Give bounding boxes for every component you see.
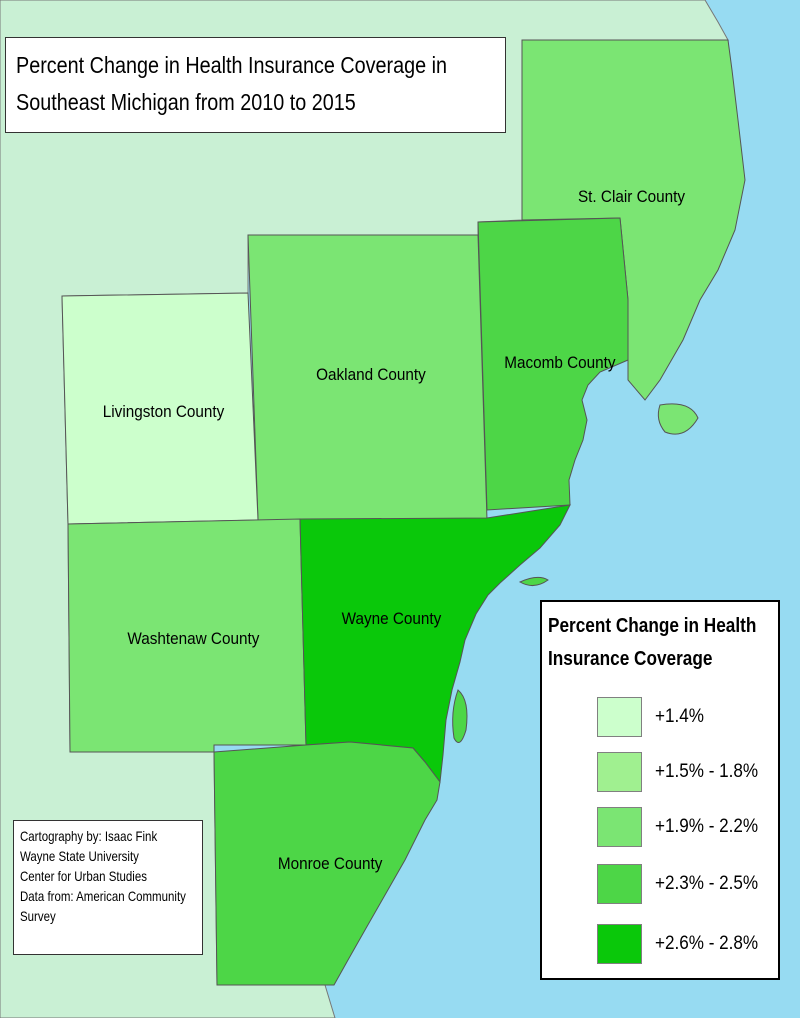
legend-swatch bbox=[597, 924, 642, 964]
county-label-macomb: Macomb County bbox=[504, 353, 616, 372]
county-label-monroe: Monroe County bbox=[278, 854, 383, 873]
credit-line: Data from: American Community bbox=[20, 888, 186, 904]
credit-line: Survey bbox=[20, 908, 56, 924]
map-title-box: Percent Change in Health Insurance Cover… bbox=[5, 37, 506, 133]
grosse-ile-island bbox=[452, 689, 468, 743]
map-title-line-1: Percent Change in Health Insurance Cover… bbox=[16, 52, 448, 78]
credits-box: Cartography by: Isaac Fink Wayne State U… bbox=[13, 820, 203, 955]
belle-isle-island bbox=[518, 576, 549, 586]
legend-label: +2.6% - 2.8% bbox=[655, 933, 759, 954]
county-label-washtenaw: Washtenaw County bbox=[127, 629, 260, 648]
legend-swatch bbox=[597, 864, 642, 904]
credit-line: Cartography by: Isaac Fink bbox=[20, 828, 158, 844]
legend-label: +1.5% - 1.8% bbox=[655, 761, 759, 782]
harsens-island bbox=[657, 403, 699, 435]
legend-swatch bbox=[597, 807, 642, 847]
legend: Percent Change in Health Insurance Cover… bbox=[540, 600, 780, 980]
legend-swatch bbox=[597, 697, 642, 737]
county-label-st-clair: St. Clair County bbox=[578, 187, 686, 206]
county-label-oakland: Oakland County bbox=[316, 365, 426, 384]
legend-item: +1.9% - 2.2% bbox=[597, 807, 777, 847]
legend-item: +1.5% - 1.8% bbox=[597, 752, 777, 792]
legend-title-line-2: Insurance Coverage bbox=[548, 648, 713, 670]
legend-item: +2.3% - 2.5% bbox=[597, 864, 777, 904]
legend-title-line-1: Percent Change in Health bbox=[548, 615, 757, 637]
county-label-wayne: Wayne County bbox=[342, 609, 443, 628]
credit-line: Wayne State University bbox=[20, 848, 139, 864]
legend-title: Percent Change in Health Insurance Cover… bbox=[548, 610, 757, 676]
legend-label: +1.4% bbox=[655, 706, 704, 727]
credit-line: Center for Urban Studies bbox=[20, 868, 147, 884]
legend-swatch bbox=[597, 752, 642, 792]
county-macomb[interactable] bbox=[477, 217, 629, 511]
county-monroe[interactable] bbox=[213, 741, 441, 986]
legend-label: +2.3% - 2.5% bbox=[655, 873, 759, 894]
county-label-livingston: Livingston County bbox=[103, 402, 225, 421]
legend-item: +2.6% - 2.8% bbox=[597, 924, 777, 964]
map-title-line-2: Southeast Michigan from 2010 to 2015 bbox=[16, 89, 356, 115]
legend-item: +1.4% bbox=[597, 697, 777, 737]
legend-label: +1.9% - 2.2% bbox=[655, 816, 759, 837]
